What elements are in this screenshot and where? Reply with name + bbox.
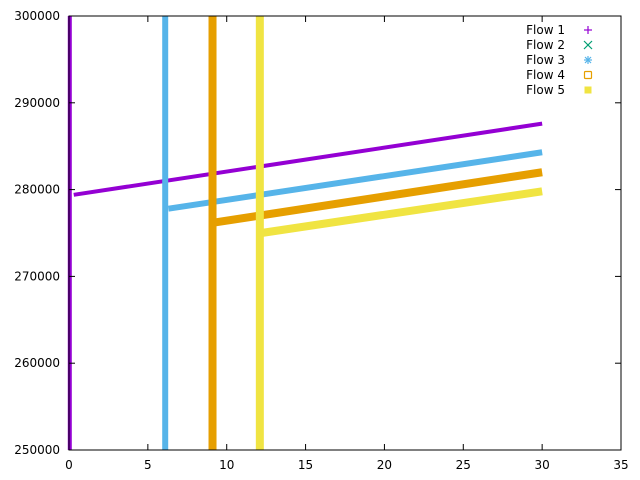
y-tick-label: 260000	[14, 356, 60, 370]
series-flow-5	[255, 16, 543, 450]
x-tick-label: 5	[144, 458, 152, 472]
legend-marker-star	[584, 56, 592, 64]
series-flow-1	[67, 16, 543, 450]
legend-label: Flow 2	[526, 38, 565, 52]
x-tick-label: 10	[219, 458, 234, 472]
series-1-sloped-points	[73, 121, 543, 197]
series-flow-3	[162, 16, 543, 450]
x-axis: 0 5 10 15 20 25 30 35	[65, 16, 629, 472]
legend-marker-plus	[584, 26, 592, 34]
plot-marks	[67, 16, 543, 450]
y-tick-label: 250000	[14, 443, 60, 457]
x-tick-label: 20	[377, 458, 392, 472]
y-tick-label: 300000	[14, 9, 60, 23]
series-flow-4	[208, 16, 543, 450]
series-5-sloped-points	[260, 187, 543, 237]
legend-label: Flow 4	[526, 68, 565, 82]
series-3-sloped-points	[167, 149, 543, 212]
legend-label: Flow 1	[526, 23, 565, 37]
x-tick-label: 35	[613, 458, 628, 472]
x-tick-label: 0	[65, 458, 73, 472]
legend-marker-cross	[583, 40, 593, 50]
legend-marker-square-open	[583, 70, 593, 80]
x-tick-label: 25	[456, 458, 471, 472]
legend-label: Flow 5	[526, 83, 565, 97]
y-tick-label: 270000	[14, 269, 60, 283]
x-tick-label: 30	[535, 458, 550, 472]
y-tick-label: 290000	[14, 96, 60, 110]
legend-label: Flow 3	[526, 53, 565, 67]
plot-frame	[68, 15, 622, 451]
y-axis: 250000 260000 270000 280000 290000 300000	[14, 9, 621, 457]
legend-marker-square-filled	[584, 86, 592, 94]
x-tick-label: 15	[298, 458, 313, 472]
series-4-sloped-points	[213, 168, 543, 227]
y-tick-label: 280000	[14, 183, 60, 197]
